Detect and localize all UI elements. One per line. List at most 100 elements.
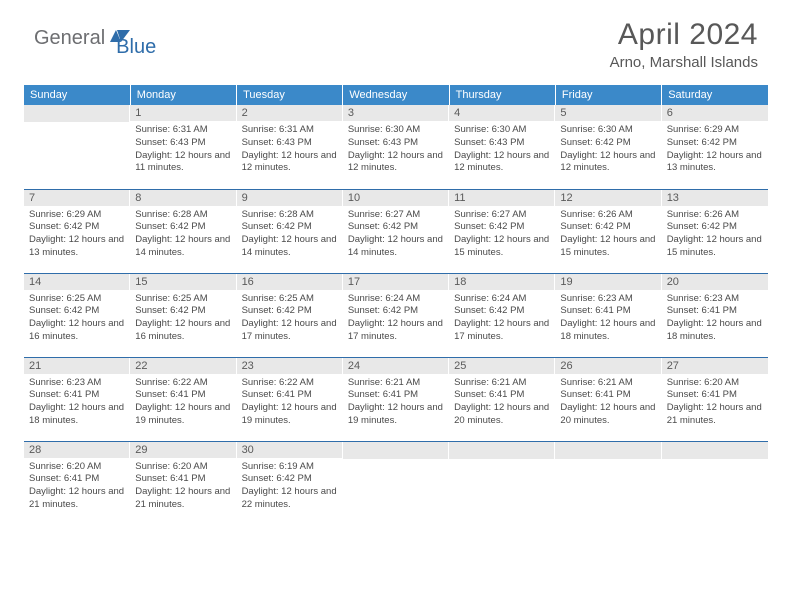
weekday-header-row: SundayMondayTuesdayWednesdayThursdayFrid…	[24, 85, 768, 105]
day-number: 17	[343, 274, 449, 290]
calendar-day-cell: 3Sunrise: 6:30 AMSunset: 6:43 PMDaylight…	[343, 105, 449, 189]
day-number	[662, 442, 768, 459]
calendar-empty-cell	[662, 441, 768, 525]
weekday-header: Sunday	[24, 85, 130, 105]
day-details: Sunrise: 6:25 AMSunset: 6:42 PMDaylight:…	[130, 290, 236, 348]
calendar-day-cell: 23Sunrise: 6:22 AMSunset: 6:41 PMDayligh…	[237, 357, 343, 441]
calendar-day-cell: 22Sunrise: 6:22 AMSunset: 6:41 PMDayligh…	[130, 357, 236, 441]
location-label: Arno, Marshall Islands	[610, 54, 758, 71]
month-title: April 2024	[610, 18, 758, 52]
calendar-body: 1Sunrise: 6:31 AMSunset: 6:43 PMDaylight…	[24, 105, 768, 525]
weekday-header: Tuesday	[237, 85, 343, 105]
calendar-day-cell: 2Sunrise: 6:31 AMSunset: 6:43 PMDaylight…	[237, 105, 343, 189]
calendar-day-cell: 13Sunrise: 6:26 AMSunset: 6:42 PMDayligh…	[662, 189, 768, 273]
day-details: Sunrise: 6:23 AMSunset: 6:41 PMDaylight:…	[24, 374, 130, 432]
day-details: Sunrise: 6:27 AMSunset: 6:42 PMDaylight:…	[449, 206, 555, 264]
day-number: 30	[237, 442, 343, 458]
day-details: Sunrise: 6:23 AMSunset: 6:41 PMDaylight:…	[662, 290, 768, 348]
calendar-day-cell: 10Sunrise: 6:27 AMSunset: 6:42 PMDayligh…	[343, 189, 449, 273]
calendar-day-cell: 30Sunrise: 6:19 AMSunset: 6:42 PMDayligh…	[237, 441, 343, 525]
day-number: 12	[555, 190, 661, 206]
day-number	[343, 442, 449, 459]
day-number: 28	[24, 442, 130, 458]
calendar-day-cell: 15Sunrise: 6:25 AMSunset: 6:42 PMDayligh…	[130, 273, 236, 357]
day-number: 23	[237, 358, 343, 374]
day-number: 21	[24, 358, 130, 374]
day-details: Sunrise: 6:30 AMSunset: 6:42 PMDaylight:…	[555, 121, 661, 179]
calendar-day-cell: 21Sunrise: 6:23 AMSunset: 6:41 PMDayligh…	[24, 357, 130, 441]
calendar-week-row: 28Sunrise: 6:20 AMSunset: 6:41 PMDayligh…	[24, 441, 768, 525]
day-number: 22	[130, 358, 236, 374]
weekday-header: Monday	[130, 85, 236, 105]
calendar-empty-cell	[449, 441, 555, 525]
day-number: 9	[237, 190, 343, 206]
day-details: Sunrise: 6:22 AMSunset: 6:41 PMDaylight:…	[130, 374, 236, 432]
logo-text-general: General	[34, 27, 105, 50]
day-number: 1	[130, 105, 236, 121]
logo-text-blue: Blue	[116, 36, 156, 59]
day-number	[555, 442, 661, 459]
day-number: 6	[662, 105, 768, 121]
day-details: Sunrise: 6:25 AMSunset: 6:42 PMDaylight:…	[237, 290, 343, 348]
calendar-day-cell: 11Sunrise: 6:27 AMSunset: 6:42 PMDayligh…	[449, 189, 555, 273]
day-number: 11	[449, 190, 555, 206]
day-number: 7	[24, 190, 130, 206]
calendar-day-cell: 9Sunrise: 6:28 AMSunset: 6:42 PMDaylight…	[237, 189, 343, 273]
day-details: Sunrise: 6:28 AMSunset: 6:42 PMDaylight:…	[237, 206, 343, 264]
day-number: 24	[343, 358, 449, 374]
day-details: Sunrise: 6:31 AMSunset: 6:43 PMDaylight:…	[237, 121, 343, 179]
day-number: 18	[449, 274, 555, 290]
day-number: 10	[343, 190, 449, 206]
day-number: 25	[449, 358, 555, 374]
day-number: 20	[662, 274, 768, 290]
day-details: Sunrise: 6:26 AMSunset: 6:42 PMDaylight:…	[662, 206, 768, 264]
weekday-header: Friday	[555, 85, 661, 105]
weekday-header: Saturday	[662, 85, 768, 105]
calendar-day-cell: 12Sunrise: 6:26 AMSunset: 6:42 PMDayligh…	[555, 189, 661, 273]
day-number: 5	[555, 105, 661, 121]
day-number	[24, 105, 130, 122]
calendar-day-cell: 6Sunrise: 6:29 AMSunset: 6:42 PMDaylight…	[662, 105, 768, 189]
calendar-empty-cell	[343, 441, 449, 525]
calendar-day-cell: 18Sunrise: 6:24 AMSunset: 6:42 PMDayligh…	[449, 273, 555, 357]
calendar-empty-cell	[24, 105, 130, 189]
calendar-week-row: 21Sunrise: 6:23 AMSunset: 6:41 PMDayligh…	[24, 357, 768, 441]
calendar-day-cell: 29Sunrise: 6:20 AMSunset: 6:41 PMDayligh…	[130, 441, 236, 525]
calendar-day-cell: 20Sunrise: 6:23 AMSunset: 6:41 PMDayligh…	[662, 273, 768, 357]
weekday-header: Thursday	[449, 85, 555, 105]
day-number: 3	[343, 105, 449, 121]
day-number: 26	[555, 358, 661, 374]
day-number: 13	[662, 190, 768, 206]
day-number: 8	[130, 190, 236, 206]
logo: General Blue	[34, 18, 156, 59]
calendar-day-cell: 24Sunrise: 6:21 AMSunset: 6:41 PMDayligh…	[343, 357, 449, 441]
weekday-header: Wednesday	[343, 85, 449, 105]
day-details: Sunrise: 6:23 AMSunset: 6:41 PMDaylight:…	[555, 290, 661, 348]
day-details: Sunrise: 6:26 AMSunset: 6:42 PMDaylight:…	[555, 206, 661, 264]
calendar-week-row: 7Sunrise: 6:29 AMSunset: 6:42 PMDaylight…	[24, 189, 768, 273]
calendar-day-cell: 16Sunrise: 6:25 AMSunset: 6:42 PMDayligh…	[237, 273, 343, 357]
calendar-week-row: 14Sunrise: 6:25 AMSunset: 6:42 PMDayligh…	[24, 273, 768, 357]
calendar-day-cell: 5Sunrise: 6:30 AMSunset: 6:42 PMDaylight…	[555, 105, 661, 189]
calendar-day-cell: 25Sunrise: 6:21 AMSunset: 6:41 PMDayligh…	[449, 357, 555, 441]
day-details: Sunrise: 6:24 AMSunset: 6:42 PMDaylight:…	[343, 290, 449, 348]
day-details: Sunrise: 6:25 AMSunset: 6:42 PMDaylight:…	[24, 290, 130, 348]
day-details: Sunrise: 6:21 AMSunset: 6:41 PMDaylight:…	[343, 374, 449, 432]
day-details: Sunrise: 6:19 AMSunset: 6:42 PMDaylight:…	[237, 458, 343, 516]
day-details: Sunrise: 6:20 AMSunset: 6:41 PMDaylight:…	[662, 374, 768, 432]
day-number: 29	[130, 442, 236, 458]
day-number: 27	[662, 358, 768, 374]
day-details: Sunrise: 6:21 AMSunset: 6:41 PMDaylight:…	[449, 374, 555, 432]
day-number: 19	[555, 274, 661, 290]
calendar-day-cell: 26Sunrise: 6:21 AMSunset: 6:41 PMDayligh…	[555, 357, 661, 441]
calendar-day-cell: 27Sunrise: 6:20 AMSunset: 6:41 PMDayligh…	[662, 357, 768, 441]
day-details: Sunrise: 6:24 AMSunset: 6:42 PMDaylight:…	[449, 290, 555, 348]
calendar-day-cell: 14Sunrise: 6:25 AMSunset: 6:42 PMDayligh…	[24, 273, 130, 357]
calendar-day-cell: 8Sunrise: 6:28 AMSunset: 6:42 PMDaylight…	[130, 189, 236, 273]
day-number: 2	[237, 105, 343, 121]
day-number: 4	[449, 105, 555, 121]
calendar-day-cell: 19Sunrise: 6:23 AMSunset: 6:41 PMDayligh…	[555, 273, 661, 357]
day-details: Sunrise: 6:28 AMSunset: 6:42 PMDaylight:…	[130, 206, 236, 264]
calendar-empty-cell	[555, 441, 661, 525]
calendar-day-cell: 28Sunrise: 6:20 AMSunset: 6:41 PMDayligh…	[24, 441, 130, 525]
